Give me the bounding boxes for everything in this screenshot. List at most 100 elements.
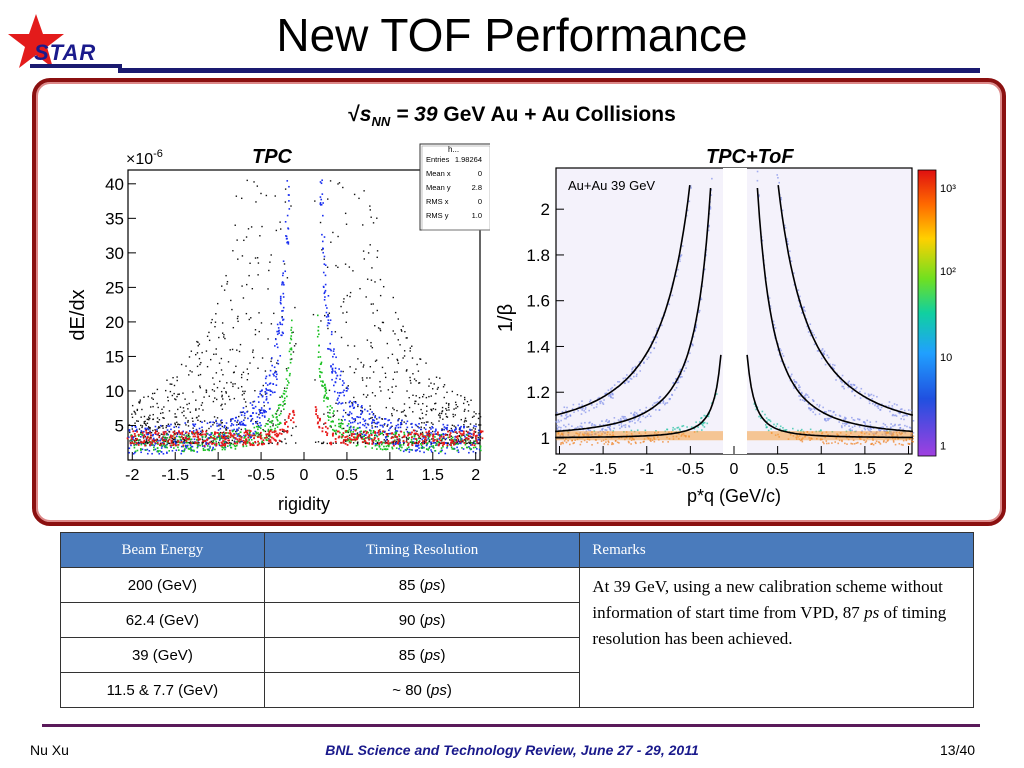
tpc-tof-label: TPC+ToF [706, 146, 794, 168]
svg-text:-1: -1 [211, 467, 225, 484]
svg-text:-0.5: -0.5 [247, 467, 275, 484]
logo-text: STAR [34, 40, 97, 65]
tof-y-tick: 1.2 [526, 383, 564, 402]
svg-text:1.2: 1.2 [526, 383, 550, 402]
tpc-y-tick: 5 [115, 416, 136, 435]
timing-resolution-cell: ~ 80 (ps) [263, 672, 581, 708]
tpc-y-tick: 25 [105, 278, 136, 297]
star-logo [8, 14, 64, 68]
tpc-y-ticks: 40 35 30 25 20 15 10 5 [105, 175, 136, 435]
table-header-row: Beam Energy Timing Resolution Remarks [60, 532, 974, 568]
svg-text:0.5: 0.5 [767, 461, 789, 478]
tof-colorbar [917, 169, 937, 457]
tpc-y-tick: 15 [105, 347, 136, 366]
tof-y-tick: 2 [541, 200, 564, 219]
mass-curve [554, 185, 691, 416]
tpc-x-ticks: -2 -1.5 -1 -0.5 0 0.5 1 1.5 2 [125, 452, 480, 484]
svg-text:1.6: 1.6 [526, 292, 550, 311]
y-multiplier: ×10 [126, 151, 153, 168]
footer-event: BNL Science and Technology Review, June … [325, 742, 699, 758]
svg-text:2: 2 [904, 461, 913, 478]
svg-text:35: 35 [105, 209, 124, 228]
tof-inner-label: Au+Au 39 GeV [568, 178, 655, 193]
svg-text:15: 15 [105, 347, 124, 366]
tof-x-ticks: -2 -1.5 -1 -0.5 0 0.5 1 1.5 2 [552, 446, 913, 478]
stats-key: Mean x [426, 169, 451, 178]
svg-text:5: 5 [115, 416, 124, 435]
stats-value: 2.8 [472, 183, 482, 192]
stats-key: RMS y [426, 211, 449, 220]
svg-text:0: 0 [730, 461, 739, 478]
svg-text:-2: -2 [125, 467, 139, 484]
tof-mass-curves [554, 185, 914, 439]
svg-text:1: 1 [385, 467, 394, 484]
svg-text:20: 20 [105, 313, 124, 332]
tof-x-tick: -1 [640, 446, 654, 478]
logo-underline [30, 64, 122, 68]
mass-curve [756, 187, 913, 433]
svg-text:2: 2 [541, 200, 550, 219]
s-symbol: s [359, 103, 372, 126]
tpc-scatter-points [126, 179, 484, 455]
tpc-y-tick: 35 [105, 209, 136, 228]
y-exponent: -6 [153, 148, 163, 160]
stats-key: RMS x [426, 197, 449, 206]
svg-text:-2: -2 [552, 461, 566, 478]
tpc-x-tick: 1.5 [422, 452, 444, 484]
tpc-x-tick: -1 [211, 452, 225, 484]
footer-author: Nu Xu [30, 742, 69, 758]
tpc-x-tick: 0 [300, 452, 309, 484]
svg-text:0: 0 [300, 467, 309, 484]
tof-y-ticks: 2 1.8 1.6 1.4 1.2 1 [526, 200, 564, 448]
tof-x-tick: -0.5 [677, 446, 704, 478]
nn-subscript: NN [371, 114, 391, 130]
tof-x-tick: 1.5 [854, 446, 876, 478]
tpc-y-label: dE/dx [67, 289, 89, 340]
tof-x-tick: 0 [730, 446, 739, 478]
panel-heading: √sNN = 39 GeV Au + Au Collisions [0, 103, 1024, 131]
tpc-y-tick: 10 [105, 382, 136, 401]
svg-text:×10-6: ×10-6 [126, 148, 163, 168]
tof-x-tick: 2 [904, 446, 913, 478]
sqrt-symbol: √ [348, 103, 360, 126]
table-row: 62.4 (GeV) 90 (ps) [60, 602, 974, 638]
timing-resolution-table: Beam Energy Timing Resolution Remarks 20… [60, 532, 974, 708]
mass-curve [777, 185, 914, 416]
page-title: New TOF Performance [276, 9, 748, 61]
tof-x-tick: -1.5 [589, 446, 617, 478]
table-row: 39 (GeV) 85 (ps) [60, 637, 974, 673]
header-timing-resolution: Timing Resolution [263, 532, 581, 568]
timing-resolution-cell: 85 (ps) [263, 637, 581, 673]
colorbar-ticks: 10³ 10² 10 1 [940, 183, 956, 452]
tpc-y-tick: 20 [105, 313, 136, 332]
svg-text:1.8: 1.8 [526, 246, 550, 265]
svg-text:10: 10 [105, 382, 124, 401]
svg-text:1.5: 1.5 [854, 461, 876, 478]
beam-energy-cell: 200 (GeV) [60, 567, 265, 603]
beam-energy-cell: 62.4 (GeV) [60, 602, 265, 638]
tof-y-tick: 1.8 [526, 246, 564, 265]
tpc-y-tick: 40 [105, 175, 136, 194]
tof-y-tick: 1 [541, 429, 564, 448]
remarks-cell: At 39 GeV, using a new calibration schem… [579, 567, 974, 708]
tof-x-label: p*q (GeV/c) [687, 486, 781, 506]
beam-energy-cell: 39 (GeV) [60, 637, 265, 673]
svg-text:1: 1 [817, 461, 826, 478]
stats-value: 1.98264 [455, 155, 482, 164]
tof-x-tick: -2 [552, 446, 567, 478]
svg-text:-1.5: -1.5 [161, 467, 189, 484]
tpc-x-tick: -2 [125, 452, 140, 484]
tpc-plot: h... Entries 1.98264 Mean x 0 Mean y 2.8 RMS x… [67, 143, 490, 514]
svg-text:1.4: 1.4 [526, 337, 550, 356]
energy-value: = 39 [390, 103, 438, 126]
heading-rest: GeV Au + Au Collisions [437, 103, 676, 126]
tof-gap [723, 168, 747, 454]
colorbar-tick-label: 1 [940, 441, 946, 453]
tof-y-tick: 1.4 [526, 337, 564, 356]
tof-x-tick: 1 [817, 446, 826, 478]
beam-energy-cell: 11.5 & 7.7 (GeV) [60, 672, 265, 708]
colorbar-tick-label: 10³ [940, 183, 956, 195]
tpc-y-tick: 30 [105, 244, 136, 263]
table-row: 200 (GeV) 85 (ps) At 39 GeV, using a new… [60, 567, 974, 708]
